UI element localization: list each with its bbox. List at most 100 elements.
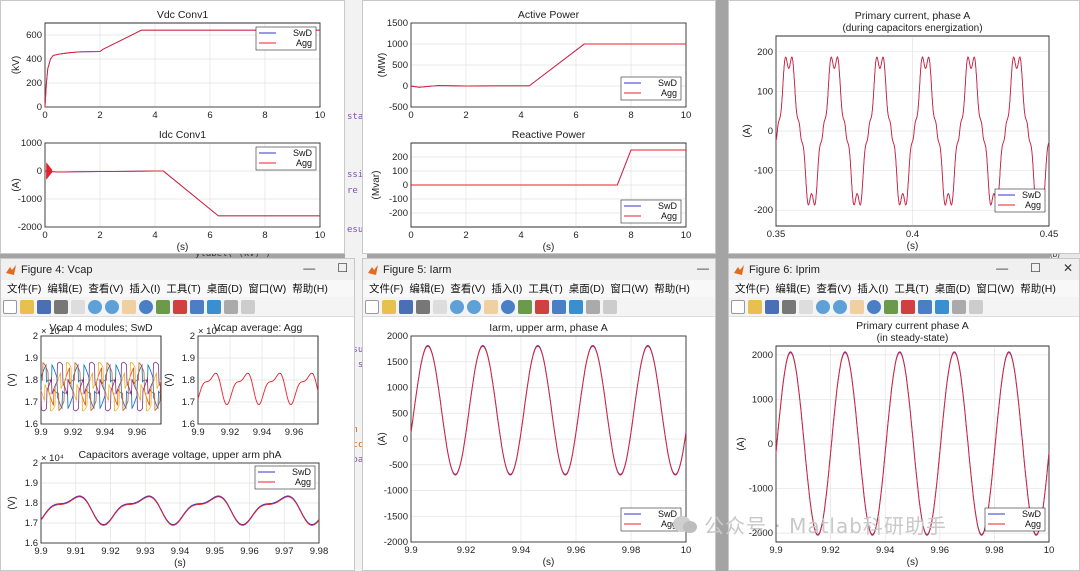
legend-entry: SwD xyxy=(1022,509,1042,519)
zoom-out-icon[interactable] xyxy=(833,299,847,314)
pan-icon[interactable] xyxy=(850,299,864,314)
pointer-icon[interactable] xyxy=(799,299,813,314)
data-cursor-icon[interactable] xyxy=(156,299,170,314)
open-icon[interactable] xyxy=(20,299,34,314)
x-tick-label: 9.9 xyxy=(404,545,417,556)
pointer-icon[interactable] xyxy=(71,299,85,314)
menu-desktop[interactable]: 桌面(D) xyxy=(934,283,971,295)
brush-icon[interactable] xyxy=(901,299,915,314)
menu-edit[interactable]: 编辑(E) xyxy=(47,283,83,295)
rotate-icon[interactable] xyxy=(501,299,515,314)
open-icon[interactable] xyxy=(748,299,762,314)
menu-window[interactable]: 窗口(W) xyxy=(248,283,287,295)
y-tick-label: -1000 xyxy=(749,484,773,495)
rotate-icon[interactable] xyxy=(139,299,153,314)
minimize-icon[interactable]: — xyxy=(697,261,709,275)
y-tick-label: 1.8 xyxy=(25,498,38,509)
menu-insert[interactable]: 插入(I) xyxy=(857,283,889,295)
brush-icon[interactable] xyxy=(535,299,549,314)
zoom-in-icon[interactable] xyxy=(450,299,464,314)
menu-bar: 文件(F) 编辑(E) 查看(V) 插入(I) 工具(T) 桌面(D) 窗口(W… xyxy=(363,280,715,297)
hide-tools-icon[interactable] xyxy=(224,299,238,314)
pointer-icon[interactable] xyxy=(433,299,447,314)
figure-window-vdc-idc[interactable]: 0 200 400 600 0 2 4 6 8 10 Vdc Conv1 (kV) SwD Agg 1000… xyxy=(0,0,345,254)
menu-insert[interactable]: 插入(I) xyxy=(491,283,523,295)
dock-icon[interactable] xyxy=(603,299,617,314)
colorbar-icon[interactable] xyxy=(190,299,204,314)
hide-tools-icon[interactable] xyxy=(586,299,600,314)
new-figure-icon[interactable] xyxy=(365,299,379,314)
menu-edit[interactable]: 编辑(E) xyxy=(409,283,445,295)
menu-file[interactable]: 文件(F) xyxy=(735,283,770,295)
colorbar-icon[interactable] xyxy=(552,299,566,314)
window-titlebar[interactable]: Figure 6: Iprim — ☐ ✕ xyxy=(729,259,1079,280)
menu-view[interactable]: 查看(V) xyxy=(450,283,486,295)
zoom-out-icon[interactable] xyxy=(105,299,119,314)
colorbar-icon[interactable] xyxy=(918,299,932,314)
zoom-in-icon[interactable] xyxy=(88,299,102,314)
menu-view[interactable]: 查看(V) xyxy=(816,283,852,295)
minimize-icon[interactable]: — xyxy=(303,261,316,275)
y-tick-label: 500 xyxy=(392,408,408,419)
window-titlebar[interactable]: Figure 5: Iarm — xyxy=(363,259,715,280)
y-tick-label: 1500 xyxy=(387,18,408,29)
code-snippet: ylabel('(kV)') xyxy=(195,249,271,259)
figure-window-vcap[interactable]: Figure 4: Vcap — ☐ 文件(F) 编辑(E) 查看(V) 插入(I… xyxy=(0,258,355,571)
y-tick-label: 0 xyxy=(37,102,42,113)
print-icon[interactable] xyxy=(54,299,68,314)
plot-title: Primary current, phase A xyxy=(855,10,971,22)
legend-icon[interactable] xyxy=(207,299,221,314)
data-cursor-icon[interactable] xyxy=(518,299,532,314)
open-icon[interactable] xyxy=(382,299,396,314)
print-icon[interactable] xyxy=(782,299,796,314)
figure-window-primary-current-energization[interactable]: 200 100 0 -100 -200 0.35 0.4 0.45 Primary curren… xyxy=(728,0,1080,254)
minimize-icon[interactable]: — xyxy=(996,261,1009,275)
figure-window-iprim[interactable]: Figure 6: Iprim — ☐ ✕ 文件(F) 编辑(E) 查看(V) 插入… xyxy=(728,258,1080,571)
pan-icon[interactable] xyxy=(122,299,136,314)
pan-icon[interactable] xyxy=(484,299,498,314)
save-icon[interactable] xyxy=(399,299,413,314)
menu-file[interactable]: 文件(F) xyxy=(369,283,404,295)
new-figure-icon[interactable] xyxy=(731,299,745,314)
data-cursor-icon[interactable] xyxy=(884,299,898,314)
x-axis-label: (s) xyxy=(543,242,555,253)
y-tick-label: 1.9 xyxy=(182,353,195,364)
zoom-out-icon[interactable] xyxy=(467,299,481,314)
menu-tools[interactable]: 工具(T) xyxy=(166,283,201,295)
print-icon[interactable] xyxy=(416,299,430,314)
figure-window-power[interactable]: 1500 1000 500 0 -500 0 2 4 6 8 10 Active Power (MW) S… xyxy=(362,0,716,254)
brush-icon[interactable] xyxy=(173,299,187,314)
rotate-icon[interactable] xyxy=(867,299,881,314)
save-icon[interactable] xyxy=(37,299,51,314)
menu-help[interactable]: 帮助(H) xyxy=(1020,283,1056,295)
figure-window-iarm[interactable]: Figure 5: Iarm — 文件(F) 编辑(E) 查看(V) 插入(I)… xyxy=(362,258,716,571)
close-icon[interactable]: ✕ xyxy=(1062,261,1073,275)
legend-icon[interactable] xyxy=(935,299,949,314)
maximize-icon[interactable]: ☐ xyxy=(337,261,348,275)
legend-icon[interactable] xyxy=(569,299,583,314)
menu-desktop[interactable]: 桌面(D) xyxy=(206,283,243,295)
menu-view[interactable]: 查看(V) xyxy=(88,283,124,295)
menu-window[interactable]: 窗口(W) xyxy=(976,283,1015,295)
hide-tools-icon[interactable] xyxy=(952,299,966,314)
new-figure-icon[interactable] xyxy=(3,299,17,314)
dock-icon[interactable] xyxy=(969,299,983,314)
series-swd xyxy=(40,495,320,525)
maximize-icon[interactable]: ☐ xyxy=(1030,261,1041,275)
menu-window[interactable]: 窗口(W) xyxy=(610,283,649,295)
dock-icon[interactable] xyxy=(241,299,255,314)
y-tick-label: 0 xyxy=(37,166,42,177)
menu-edit[interactable]: 编辑(E) xyxy=(775,283,811,295)
window-titlebar[interactable]: Figure 4: Vcap — ☐ xyxy=(1,259,354,280)
menu-tools[interactable]: 工具(T) xyxy=(894,283,929,295)
axis-exponent: × 10⁴ xyxy=(41,326,64,337)
save-icon[interactable] xyxy=(765,299,779,314)
zoom-in-icon[interactable] xyxy=(816,299,830,314)
menu-file[interactable]: 文件(F) xyxy=(7,283,42,295)
y-tick-label: 2 xyxy=(33,458,38,469)
menu-desktop[interactable]: 桌面(D) xyxy=(568,283,605,295)
menu-insert[interactable]: 插入(I) xyxy=(129,283,161,295)
menu-tools[interactable]: 工具(T) xyxy=(528,283,563,295)
menu-help[interactable]: 帮助(H) xyxy=(292,283,328,295)
menu-help[interactable]: 帮助(H) xyxy=(654,283,690,295)
